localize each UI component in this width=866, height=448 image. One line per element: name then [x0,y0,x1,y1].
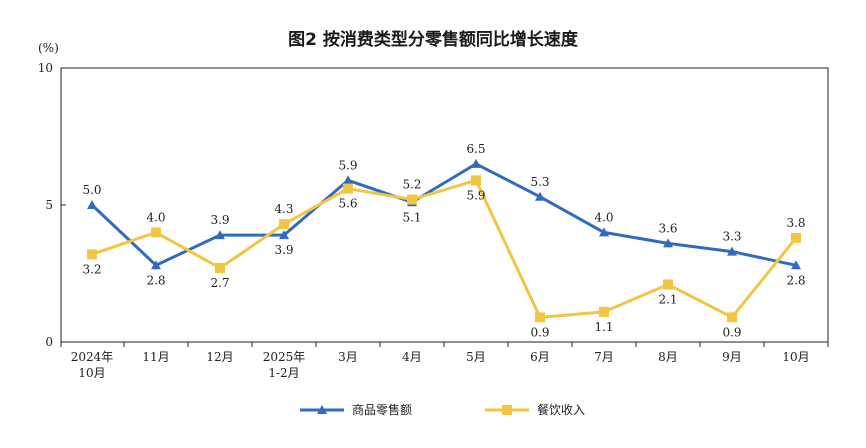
data-point-marker [343,183,353,194]
data-point-marker [471,158,481,168]
legend-label: 餐饮收入 [537,402,585,417]
series-layer [87,158,801,323]
legend-marker [317,405,327,414]
x-tick-label: 4月 [402,350,422,364]
data-point-marker [343,175,353,185]
data-label: 2.8 [146,273,165,287]
data-label: 5.9 [338,158,357,172]
data-point-marker [599,306,609,317]
plot-frame [60,67,829,343]
data-label: 5.0 [82,183,101,197]
data-labels: 5.0 2.8 3.9 3.9 5.9 5.1 6.5 5.3 4.0 3.6 3.3 2.8 3.2 4… [82,142,805,339]
x-tick-label: 5月 [466,350,486,364]
data-point-marker [727,312,737,323]
data-point-marker [599,227,609,237]
data-point-marker [471,175,481,186]
data-label: 5.3 [530,175,549,189]
data-label: 5.2 [402,178,421,192]
series-line-2 [91,178,798,319]
data-label: 6.5 [466,142,485,156]
data-label: 3.3 [722,230,741,244]
x-tick-label: 7月 [594,350,614,364]
series-line-1 [90,162,797,267]
data-label: 4.0 [146,210,165,224]
data-point-marker [791,260,801,270]
data-label: 0.9 [722,325,741,339]
data-label: 3.2 [82,262,101,276]
x-tick-label: 8月 [658,350,678,364]
data-point-marker [407,194,417,205]
data-label: 3.6 [658,221,677,235]
data-label: 2.8 [786,273,805,287]
y-tick-label: 5 [45,198,53,212]
data-label: 2.1 [658,292,677,306]
x-tick-label: 10月 [782,350,809,364]
data-label: 0.9 [530,325,549,339]
x-tick-label: 3月 [338,350,358,364]
x-tick-label: 2024年 [71,350,114,364]
data-point-marker [151,260,161,270]
data-label: 1.1 [594,320,613,334]
data-point-marker [663,238,673,248]
y-tick-label: 10 [38,61,53,75]
chart-title: 图2 按消费类型分零售额同比增长速度 [288,29,579,50]
x-tick-label: 10月 [78,366,105,380]
data-point-marker [279,230,289,240]
y-axis-unit: (%) [38,41,59,55]
data-label: 3.9 [274,243,293,257]
data-point-marker [535,312,545,323]
y-tick-label: 0 [45,335,53,349]
data-label: 5.6 [338,197,357,211]
x-tick-label: 12月 [206,350,233,364]
legend-label: 商品零售额 [352,402,412,417]
x-tick-label: 2025年 [263,350,306,364]
data-label: 3.9 [210,213,229,227]
data-label: 4.3 [274,202,293,216]
x-axis: 2024年 10月 11月 12月 2025年 1-2月 3月 4月 5月 6月 7月 8月 9月 10月 [60,342,829,380]
data-label: 3.8 [786,216,805,230]
data-label: 2.7 [210,276,229,290]
y-axis: 0 5 10 [38,61,66,349]
legend: 商品零售额 餐饮收入 [300,402,585,417]
data-point-marker [151,227,161,238]
x-tick-label: 9月 [722,350,742,364]
data-point-marker [87,200,97,209]
data-label: 5.9 [466,188,485,202]
data-point-marker [535,191,545,201]
data-point-marker [791,232,801,243]
data-label: 5.1 [402,210,421,224]
data-point-marker [663,279,673,290]
x-tick-label: 1-2月 [268,366,299,380]
data-point-marker [727,246,737,256]
legend-marker [502,405,512,415]
x-tick-label: 6月 [530,350,550,364]
data-label: 4.0 [594,210,613,224]
data-point-marker [215,263,225,274]
data-point-marker [279,219,289,230]
data-point-marker [215,230,225,240]
x-tick-label: 11月 [142,350,169,364]
data-point-marker [87,249,97,260]
